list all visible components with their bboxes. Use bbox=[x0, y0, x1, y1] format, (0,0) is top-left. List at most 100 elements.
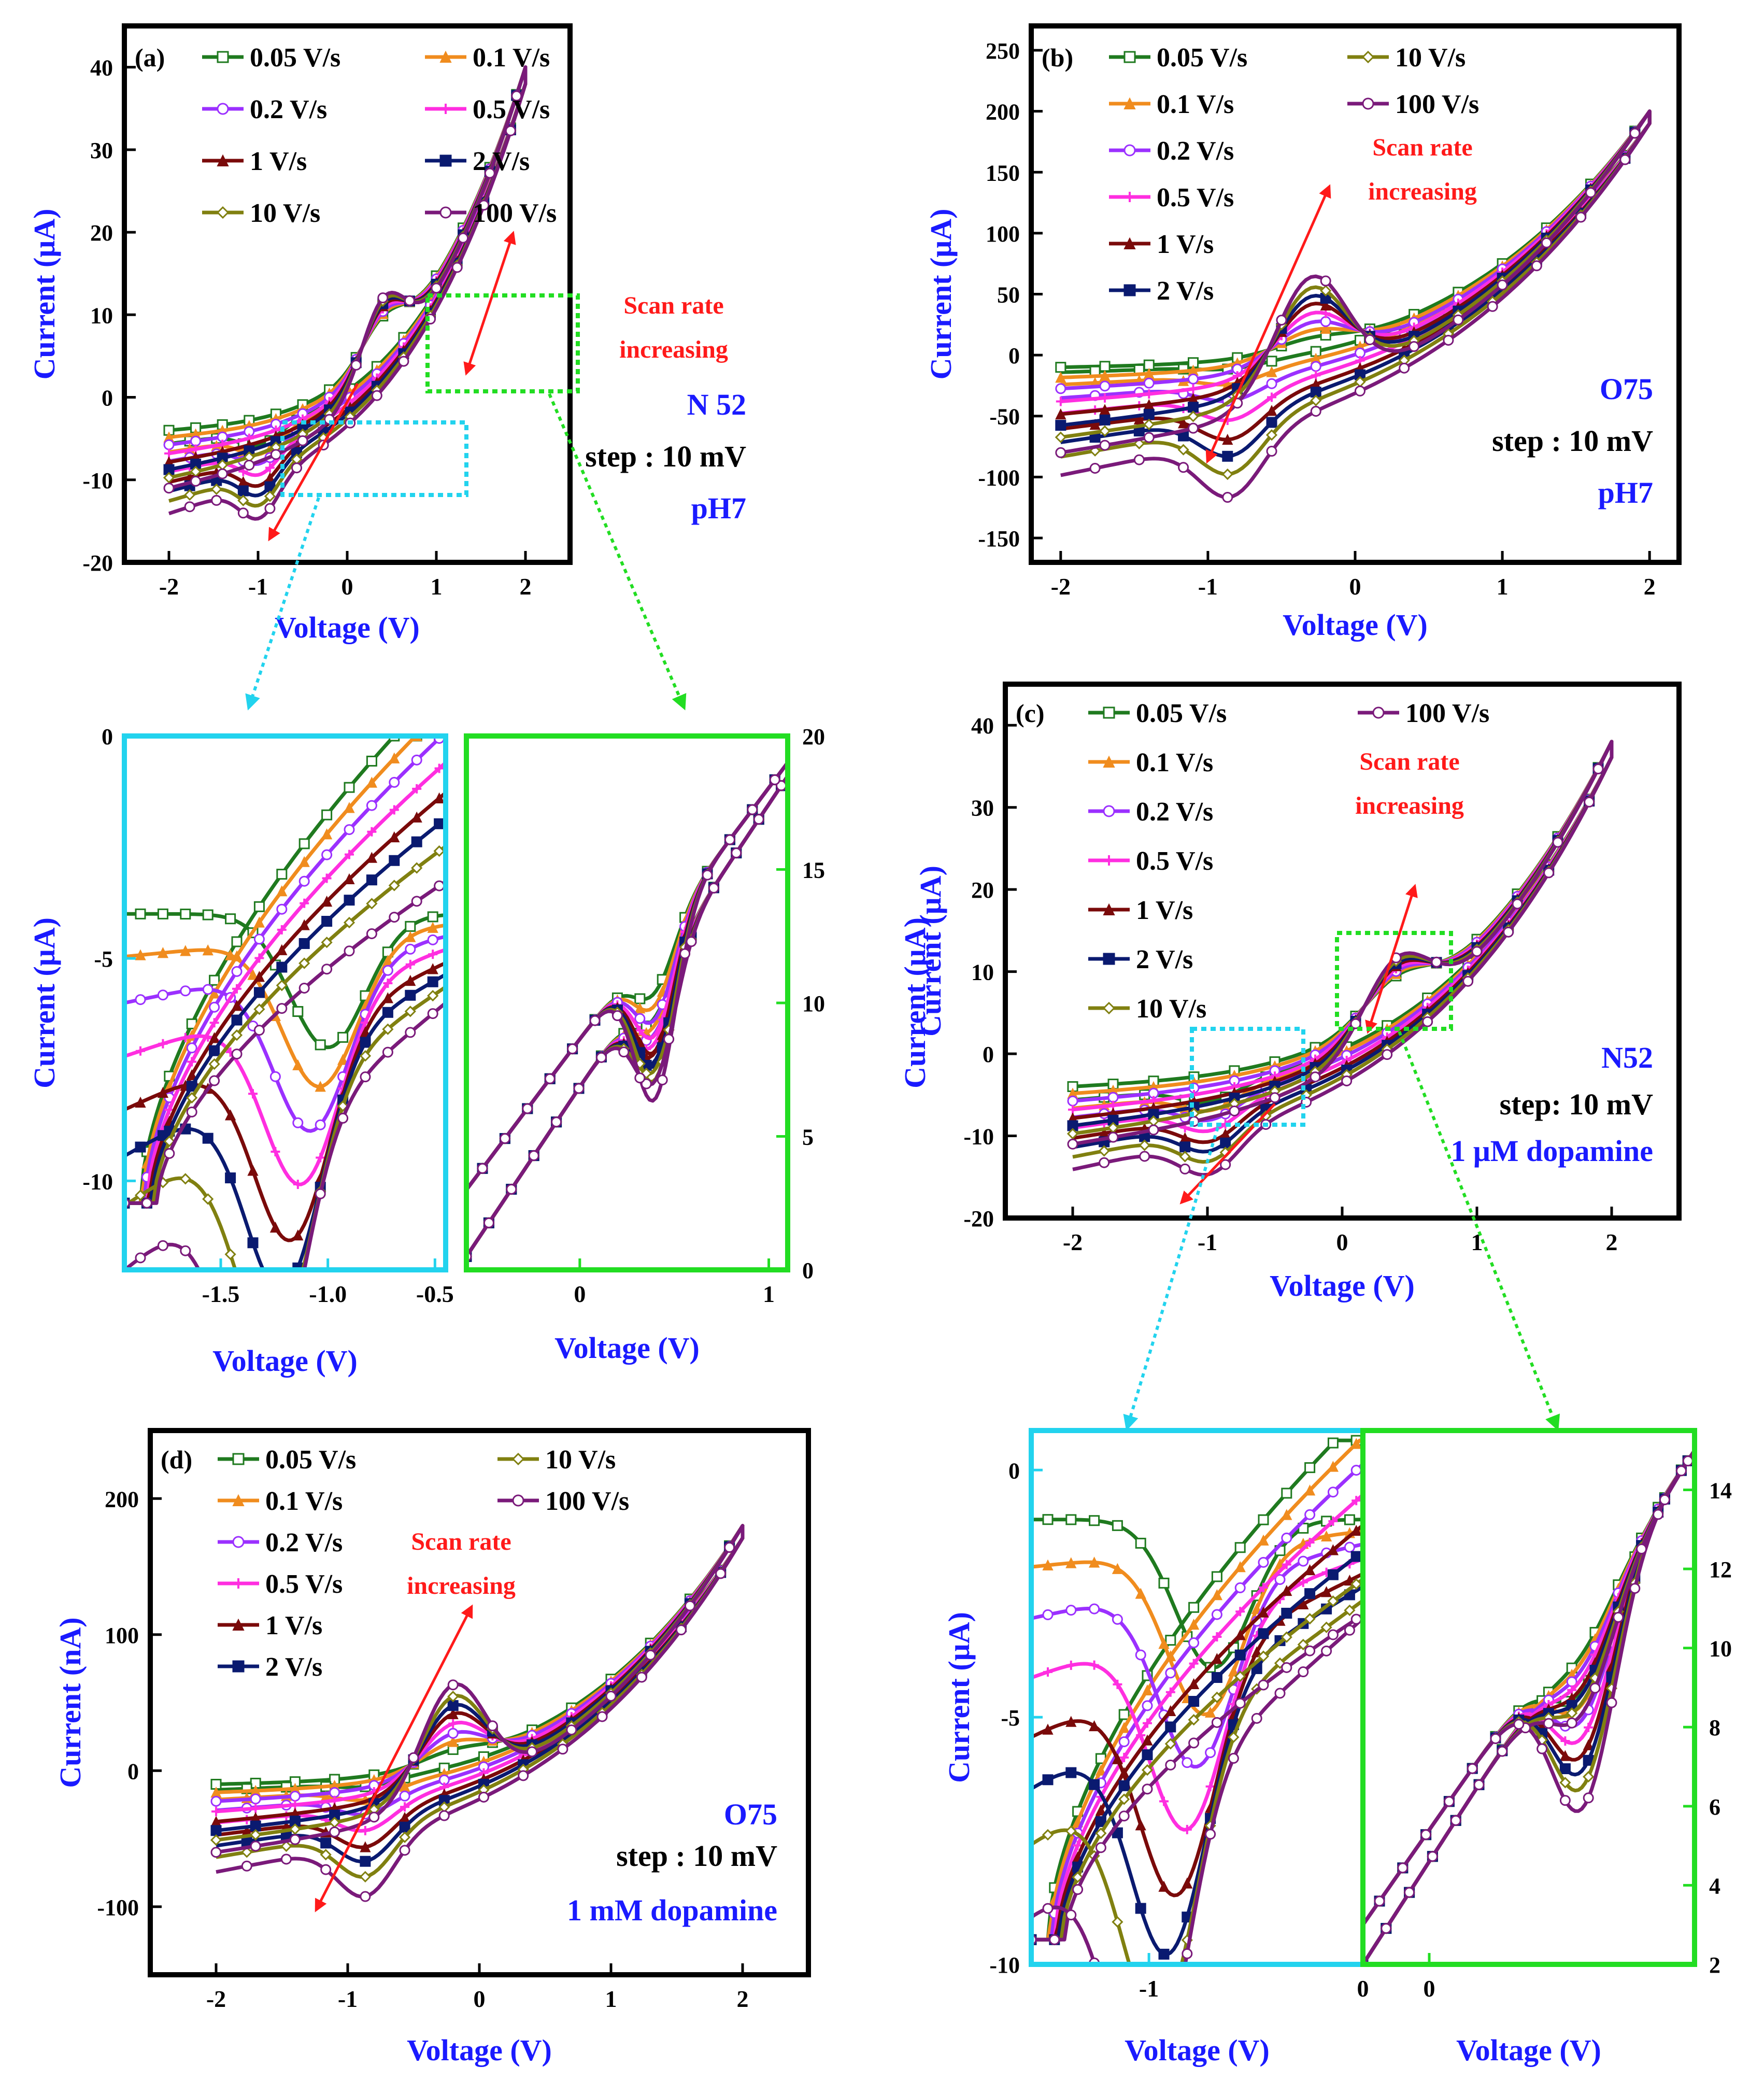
series-point-0p2 bbox=[202, 984, 214, 995]
legend-item: 100 V/s bbox=[1358, 699, 1489, 728]
series-point-100 bbox=[248, 1415, 258, 1424]
y-tick-label: -150 bbox=[978, 526, 1020, 551]
x-tick-label: -2 bbox=[159, 573, 179, 600]
y-tick-label: 2 bbox=[1709, 1952, 1720, 1978]
legend-marker bbox=[1123, 237, 1136, 249]
series-point-0p2 bbox=[298, 875, 310, 887]
series-point-0p5 bbox=[1119, 1752, 1129, 1762]
series-point-2 bbox=[271, 1284, 280, 1294]
series-point-2 bbox=[1211, 1672, 1222, 1683]
series-point-0p2 bbox=[1188, 373, 1199, 385]
series-point-2 bbox=[209, 1045, 220, 1056]
series-point-100 bbox=[724, 834, 735, 845]
series-point-10 bbox=[210, 483, 222, 496]
series-point-0p2 bbox=[1234, 1582, 1246, 1593]
series-point-0p5 bbox=[1188, 384, 1198, 394]
series-point-100 bbox=[1584, 796, 1595, 808]
series-point-100 bbox=[217, 468, 228, 479]
series-point-100 bbox=[1310, 406, 1321, 417]
series-point-2 bbox=[1135, 1903, 1146, 1914]
legend-label: 0.5 V/s bbox=[1157, 183, 1234, 213]
series-line-10 bbox=[124, 844, 446, 1270]
y-tick-label: 0 bbox=[127, 1759, 139, 1784]
series-point-0p05 bbox=[298, 838, 310, 850]
series-point-100 bbox=[360, 1071, 371, 1083]
series-point-100 bbox=[1381, 1923, 1392, 1934]
series-point-0p2 bbox=[1143, 377, 1155, 389]
series-point-0p05 bbox=[276, 869, 288, 880]
y-tick-label: -10 bbox=[963, 1124, 994, 1150]
series-point-10 bbox=[289, 1823, 301, 1835]
series-point-0p05 bbox=[231, 936, 243, 947]
legend-label: 2 V/s bbox=[265, 1652, 322, 1682]
x-tick-label: -1 bbox=[248, 573, 268, 600]
series-point-10 bbox=[1179, 1151, 1191, 1163]
series-point-100 bbox=[753, 814, 764, 825]
series-point-0p05 bbox=[292, 1006, 304, 1017]
series-group bbox=[466, 761, 788, 1263]
y-tick-label: 250 bbox=[986, 38, 1020, 64]
y-tick-label: 20 bbox=[90, 220, 113, 246]
series-point-100 bbox=[368, 1811, 380, 1823]
series-point-100 bbox=[1220, 1159, 1231, 1170]
series-point-0p1 bbox=[1320, 1530, 1332, 1542]
series-point-0p5 bbox=[1212, 1632, 1222, 1641]
legend-label: 2 V/s bbox=[1136, 945, 1193, 974]
series-point-100 bbox=[427, 1008, 438, 1020]
series-point-0p2 bbox=[135, 994, 146, 1006]
series-point-10 bbox=[1211, 1691, 1223, 1703]
series-point-0p05 bbox=[225, 913, 236, 925]
panel-a-zoom-neg: -1.5 -1.0 -0.5 -10 -5 0 Voltage (V) Current (μA… bbox=[27, 724, 454, 1424]
legend-label: 0.1 V/s bbox=[1136, 748, 1213, 777]
series-point-100 bbox=[566, 1724, 577, 1736]
legend-marker bbox=[1123, 97, 1136, 109]
series-point-0p2 bbox=[1055, 383, 1066, 394]
series-point-10 bbox=[1072, 1871, 1084, 1883]
panel-note: pH7 bbox=[691, 491, 746, 525]
series-point-10 bbox=[1187, 410, 1199, 422]
series-point-10 bbox=[248, 1318, 258, 1327]
series-group bbox=[163, 65, 528, 521]
series-point-0p2 bbox=[180, 985, 191, 997]
series-point-1 bbox=[135, 1096, 146, 1108]
series-point-0p2 bbox=[250, 1793, 261, 1805]
legend-label: 100 V/s bbox=[545, 1487, 629, 1516]
series-point-0p05 bbox=[1118, 1709, 1130, 1720]
series-point-0p2 bbox=[289, 1790, 301, 1802]
series-point-100 bbox=[377, 292, 389, 304]
series-point-0p2 bbox=[1281, 1532, 1292, 1544]
legend-label: 10 V/s bbox=[250, 199, 320, 228]
series-point-100 bbox=[505, 125, 516, 136]
series-point-2 bbox=[1327, 1569, 1339, 1580]
series-point-100 bbox=[1471, 946, 1483, 957]
scan-rate-arrow bbox=[315, 1604, 473, 1913]
series-point-0p5 bbox=[1560, 1736, 1570, 1746]
series-point-100 bbox=[366, 928, 377, 940]
series-point-2 bbox=[344, 895, 355, 906]
series-point-100 bbox=[320, 1864, 332, 1875]
panel-c-zoom-pos: 0 2 4 6 8 10 12 14 Voltage (V) bbox=[1360, 1428, 1732, 2067]
legend-marker bbox=[1362, 97, 1374, 110]
panel-label: (a) bbox=[135, 43, 165, 72]
zoom-box-green bbox=[1335, 931, 1453, 1031]
series-point-100 bbox=[141, 1197, 152, 1209]
series-point-100 bbox=[1583, 1792, 1594, 1804]
x-tick-label: 2 bbox=[1606, 1229, 1618, 1255]
legend-marker bbox=[232, 1660, 245, 1673]
series-point-2 bbox=[1350, 1551, 1362, 1562]
series-point-0p2 bbox=[1099, 380, 1111, 392]
series-point-100 bbox=[567, 1043, 578, 1055]
x-tick-label: -1 bbox=[1198, 573, 1218, 600]
series-point-0p5 bbox=[1352, 1496, 1361, 1506]
series-point-10 bbox=[641, 1067, 652, 1080]
y-axis-label: Current (nA) bbox=[53, 1617, 87, 1788]
series-point-100 bbox=[1497, 279, 1508, 291]
series-point-0p1 bbox=[253, 916, 265, 928]
series-point-100 bbox=[511, 90, 522, 102]
legend-item: 0.5 V/s bbox=[425, 95, 550, 124]
series-point-10 bbox=[343, 916, 355, 929]
series-point-0p05 bbox=[315, 1039, 326, 1051]
series-point-10 bbox=[366, 898, 378, 910]
panel-note: O75 bbox=[1600, 372, 1653, 406]
legend-item: 10 V/s bbox=[1347, 43, 1466, 73]
